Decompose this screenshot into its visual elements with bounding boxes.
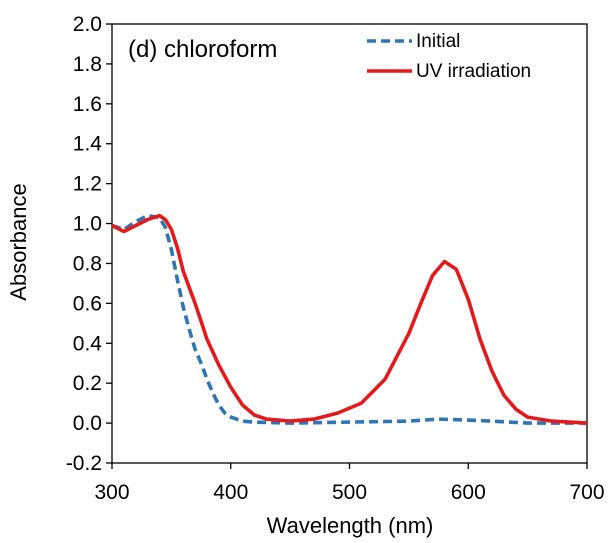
y-tick-label: 1.2 bbox=[73, 173, 102, 196]
y-tick-label: 0.2 bbox=[73, 372, 102, 395]
x-tick-label: 600 bbox=[451, 481, 486, 504]
x-axis-title: Wavelength (nm) bbox=[267, 513, 434, 538]
series-line-uv-irradiation bbox=[111, 213, 588, 425]
x-tick-label: 700 bbox=[569, 481, 604, 504]
series-line-initial bbox=[111, 213, 587, 425]
y-tick-label: 1.6 bbox=[73, 93, 102, 116]
legend: Initial UV irradiation bbox=[367, 31, 531, 82]
series-lines bbox=[111, 213, 588, 425]
y-tick-label: 1.4 bbox=[73, 133, 103, 156]
y-tick-label: 0.0 bbox=[73, 412, 102, 435]
x-tick-label: 300 bbox=[94, 481, 129, 504]
plot-frame bbox=[111, 23, 588, 464]
y-tick-label: 0.8 bbox=[73, 252, 102, 275]
y-tick-label: 1.0 bbox=[73, 213, 102, 236]
y-tick-label: 2.0 bbox=[73, 13, 102, 36]
y-tick-label: 1.8 bbox=[73, 53, 102, 76]
legend-label-uv-irradiation: UV irradiation bbox=[416, 61, 531, 82]
x-tick-label: 500 bbox=[332, 481, 367, 504]
chart-annotation: (d) chloroform bbox=[128, 36, 277, 63]
y-axis-title: Absorbance bbox=[6, 183, 31, 300]
y-tick-label: 0.4 bbox=[73, 332, 103, 355]
axes: -0.2 0.0 0.2 0.4 0.6 0.8 1.0 1.2 1.4 1.6 1.8 2.0 300… bbox=[66, 13, 605, 504]
y-tick-label: -0.2 bbox=[66, 452, 102, 475]
x-tick-label: 400 bbox=[213, 481, 248, 504]
legend-label-initial: Initial bbox=[416, 31, 460, 52]
y-tick-label: 0.6 bbox=[73, 292, 102, 315]
